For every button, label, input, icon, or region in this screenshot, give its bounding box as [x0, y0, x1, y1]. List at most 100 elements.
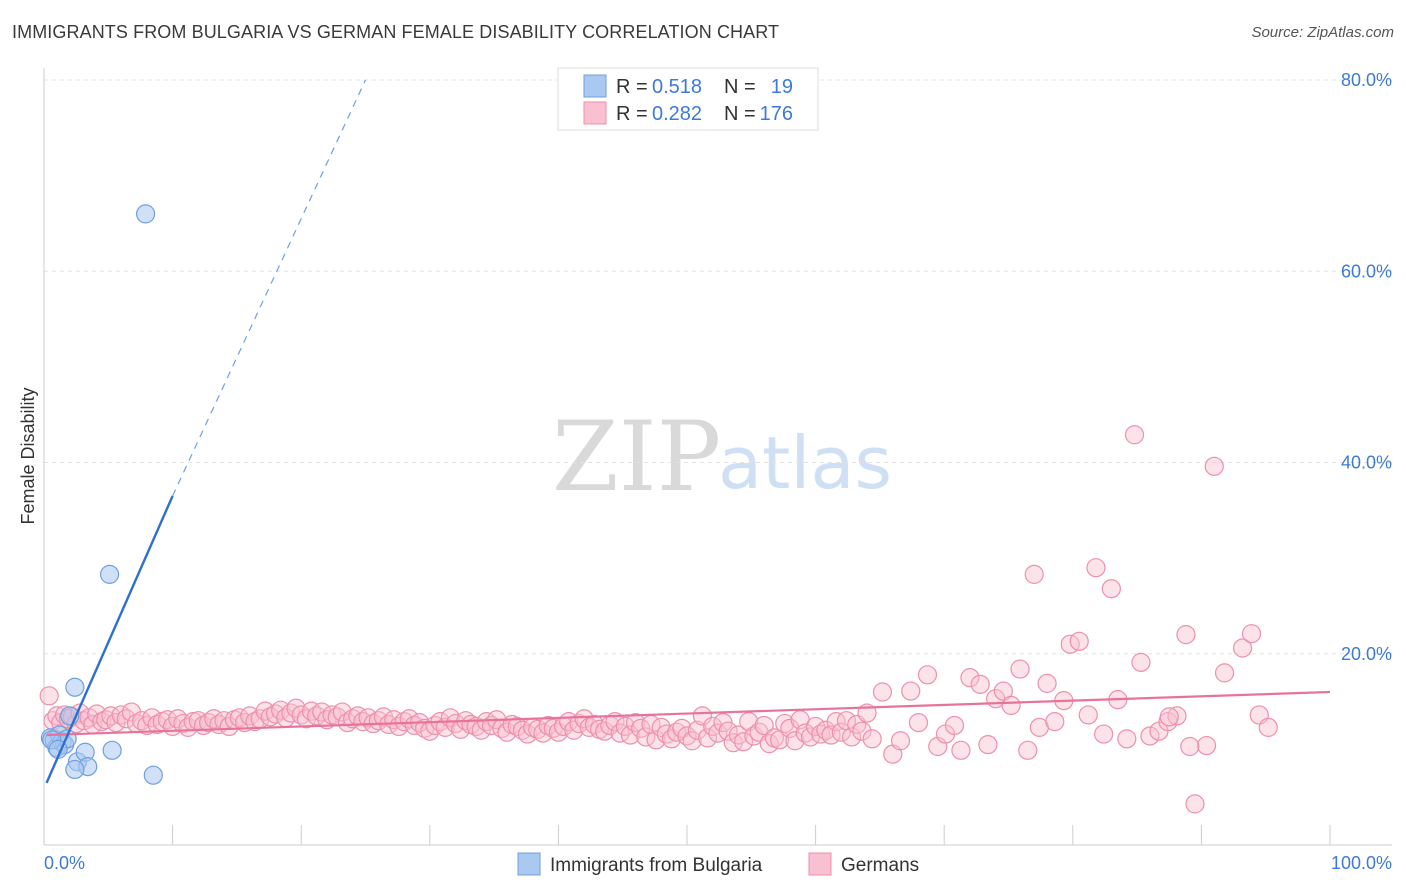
point-germans: [890, 731, 911, 751]
point-germans: [862, 729, 882, 749]
point-germans: [1024, 564, 1044, 584]
source-label: Source: ZipAtlas.com: [1251, 24, 1394, 41]
legend-n-value-germans: 176: [760, 103, 793, 125]
point-germans: [744, 726, 764, 746]
point-germans: [1010, 659, 1030, 679]
point-germans: [625, 712, 646, 733]
point-germans: [528, 719, 548, 739]
point-germans: [147, 714, 167, 735]
point-germans: [1078, 705, 1098, 725]
point-germans: [1001, 695, 1021, 715]
point-germans: [1117, 729, 1137, 749]
legend-n-label-bulgaria: N =: [724, 76, 756, 98]
point-germans: [368, 711, 388, 731]
legend-n-label-germans: N =: [724, 103, 756, 125]
point-germans: [682, 731, 702, 751]
legend-r-label-germans: R =: [616, 103, 648, 125]
point-bulgaria: [99, 564, 120, 584]
x-tick-label-min: 0.0%: [44, 853, 85, 873]
legend-r-value-germans: 0.282: [652, 103, 702, 125]
y-tick-label: 40.0%: [1341, 453, 1392, 473]
point-germans: [245, 712, 265, 732]
point-germans: [785, 731, 805, 751]
series-germans: [39, 425, 1278, 814]
x-tick-label-max: 100.0%: [1331, 853, 1392, 873]
point-germans: [739, 712, 759, 732]
bottom-legend-swatch-bulgaria: [517, 852, 541, 876]
point-germans: [908, 712, 929, 733]
trend-lines: [45, 79, 1331, 784]
point-germans: [1094, 724, 1114, 744]
point-germans: [759, 734, 779, 754]
point-germans: [951, 740, 971, 760]
point-germans: [944, 715, 965, 736]
trend-line-bulgaria-extrapolated: [172, 79, 367, 497]
y-tick-labels: 20.0% 40.0% 60.0% 80.0%: [1341, 70, 1392, 664]
point-germans: [978, 734, 998, 755]
y-tick-label: 80.0%: [1341, 70, 1392, 90]
point-germans: [1232, 638, 1253, 658]
point-germans: [1214, 663, 1235, 683]
grid: [44, 79, 1392, 655]
point-germans: [178, 717, 198, 737]
point-germans: [917, 665, 938, 685]
point-germans: [595, 721, 615, 741]
point-germans: [538, 715, 558, 736]
point-germans: [332, 702, 352, 722]
point-germans: [1159, 707, 1179, 727]
point-germans: [697, 728, 718, 748]
point-bulgaria: [65, 759, 85, 780]
y-axis-label: Female Disability: [18, 387, 38, 524]
point-bulgaria: [143, 765, 163, 785]
point-germans: [1258, 717, 1278, 737]
point-germans: [687, 720, 707, 740]
axes: [43, 68, 1392, 846]
y-tick-label: 20.0%: [1341, 644, 1392, 664]
point-germans: [337, 712, 358, 733]
point-bulgaria: [65, 677, 85, 697]
point-germans: [1037, 673, 1057, 693]
point-germans: [1045, 712, 1065, 732]
point-germans: [1241, 624, 1262, 644]
legend-swatch-bulgaria: [583, 74, 607, 98]
legend-swatch-germans: [583, 101, 607, 125]
point-germans: [1101, 579, 1121, 599]
point-germans: [1167, 706, 1187, 726]
point-germans: [842, 727, 862, 747]
point-germans: [1140, 726, 1160, 746]
point-germans: [1086, 558, 1106, 578]
legend-r-value-bulgaria: 0.518: [652, 76, 702, 98]
legend: R = 0.518 N = 19 R = 0.282 N = 176: [557, 67, 819, 131]
point-germans: [1196, 735, 1217, 756]
legend-n-value-bulgaria: 19: [771, 76, 793, 98]
trend-line-germans: [46, 690, 1331, 737]
bottom-legend-swatch-germans: [808, 852, 832, 876]
point-germans: [265, 704, 286, 724]
point-germans: [1185, 794, 1205, 814]
watermark-zip: ZIP: [552, 401, 721, 513]
legend-r-label-bulgaria: R =: [616, 76, 648, 98]
point-germans: [826, 712, 846, 732]
point-germans: [872, 682, 893, 702]
point-germans: [795, 723, 815, 743]
point-germans: [620, 725, 641, 745]
point-germans: [852, 721, 872, 741]
trend-line-bulgaria: [45, 495, 174, 784]
point-germans: [718, 721, 738, 741]
point-germans: [466, 716, 486, 737]
point-germans: [507, 716, 527, 737]
point-germans: [970, 674, 990, 694]
point-germans: [733, 732, 754, 752]
point-germans: [960, 668, 980, 688]
point-germans: [291, 705, 311, 725]
y-tick-label: 60.0%: [1341, 261, 1392, 281]
bottom-legend: Immigrants from Bulgaria Germans: [517, 852, 919, 876]
point-germans: [260, 707, 280, 727]
point-germans: [1176, 625, 1196, 645]
point-bulgaria: [135, 204, 156, 224]
point-germans: [1018, 740, 1038, 760]
point-germans: [39, 686, 59, 706]
point-germans: [831, 722, 851, 742]
point-germans: [1131, 652, 1151, 672]
